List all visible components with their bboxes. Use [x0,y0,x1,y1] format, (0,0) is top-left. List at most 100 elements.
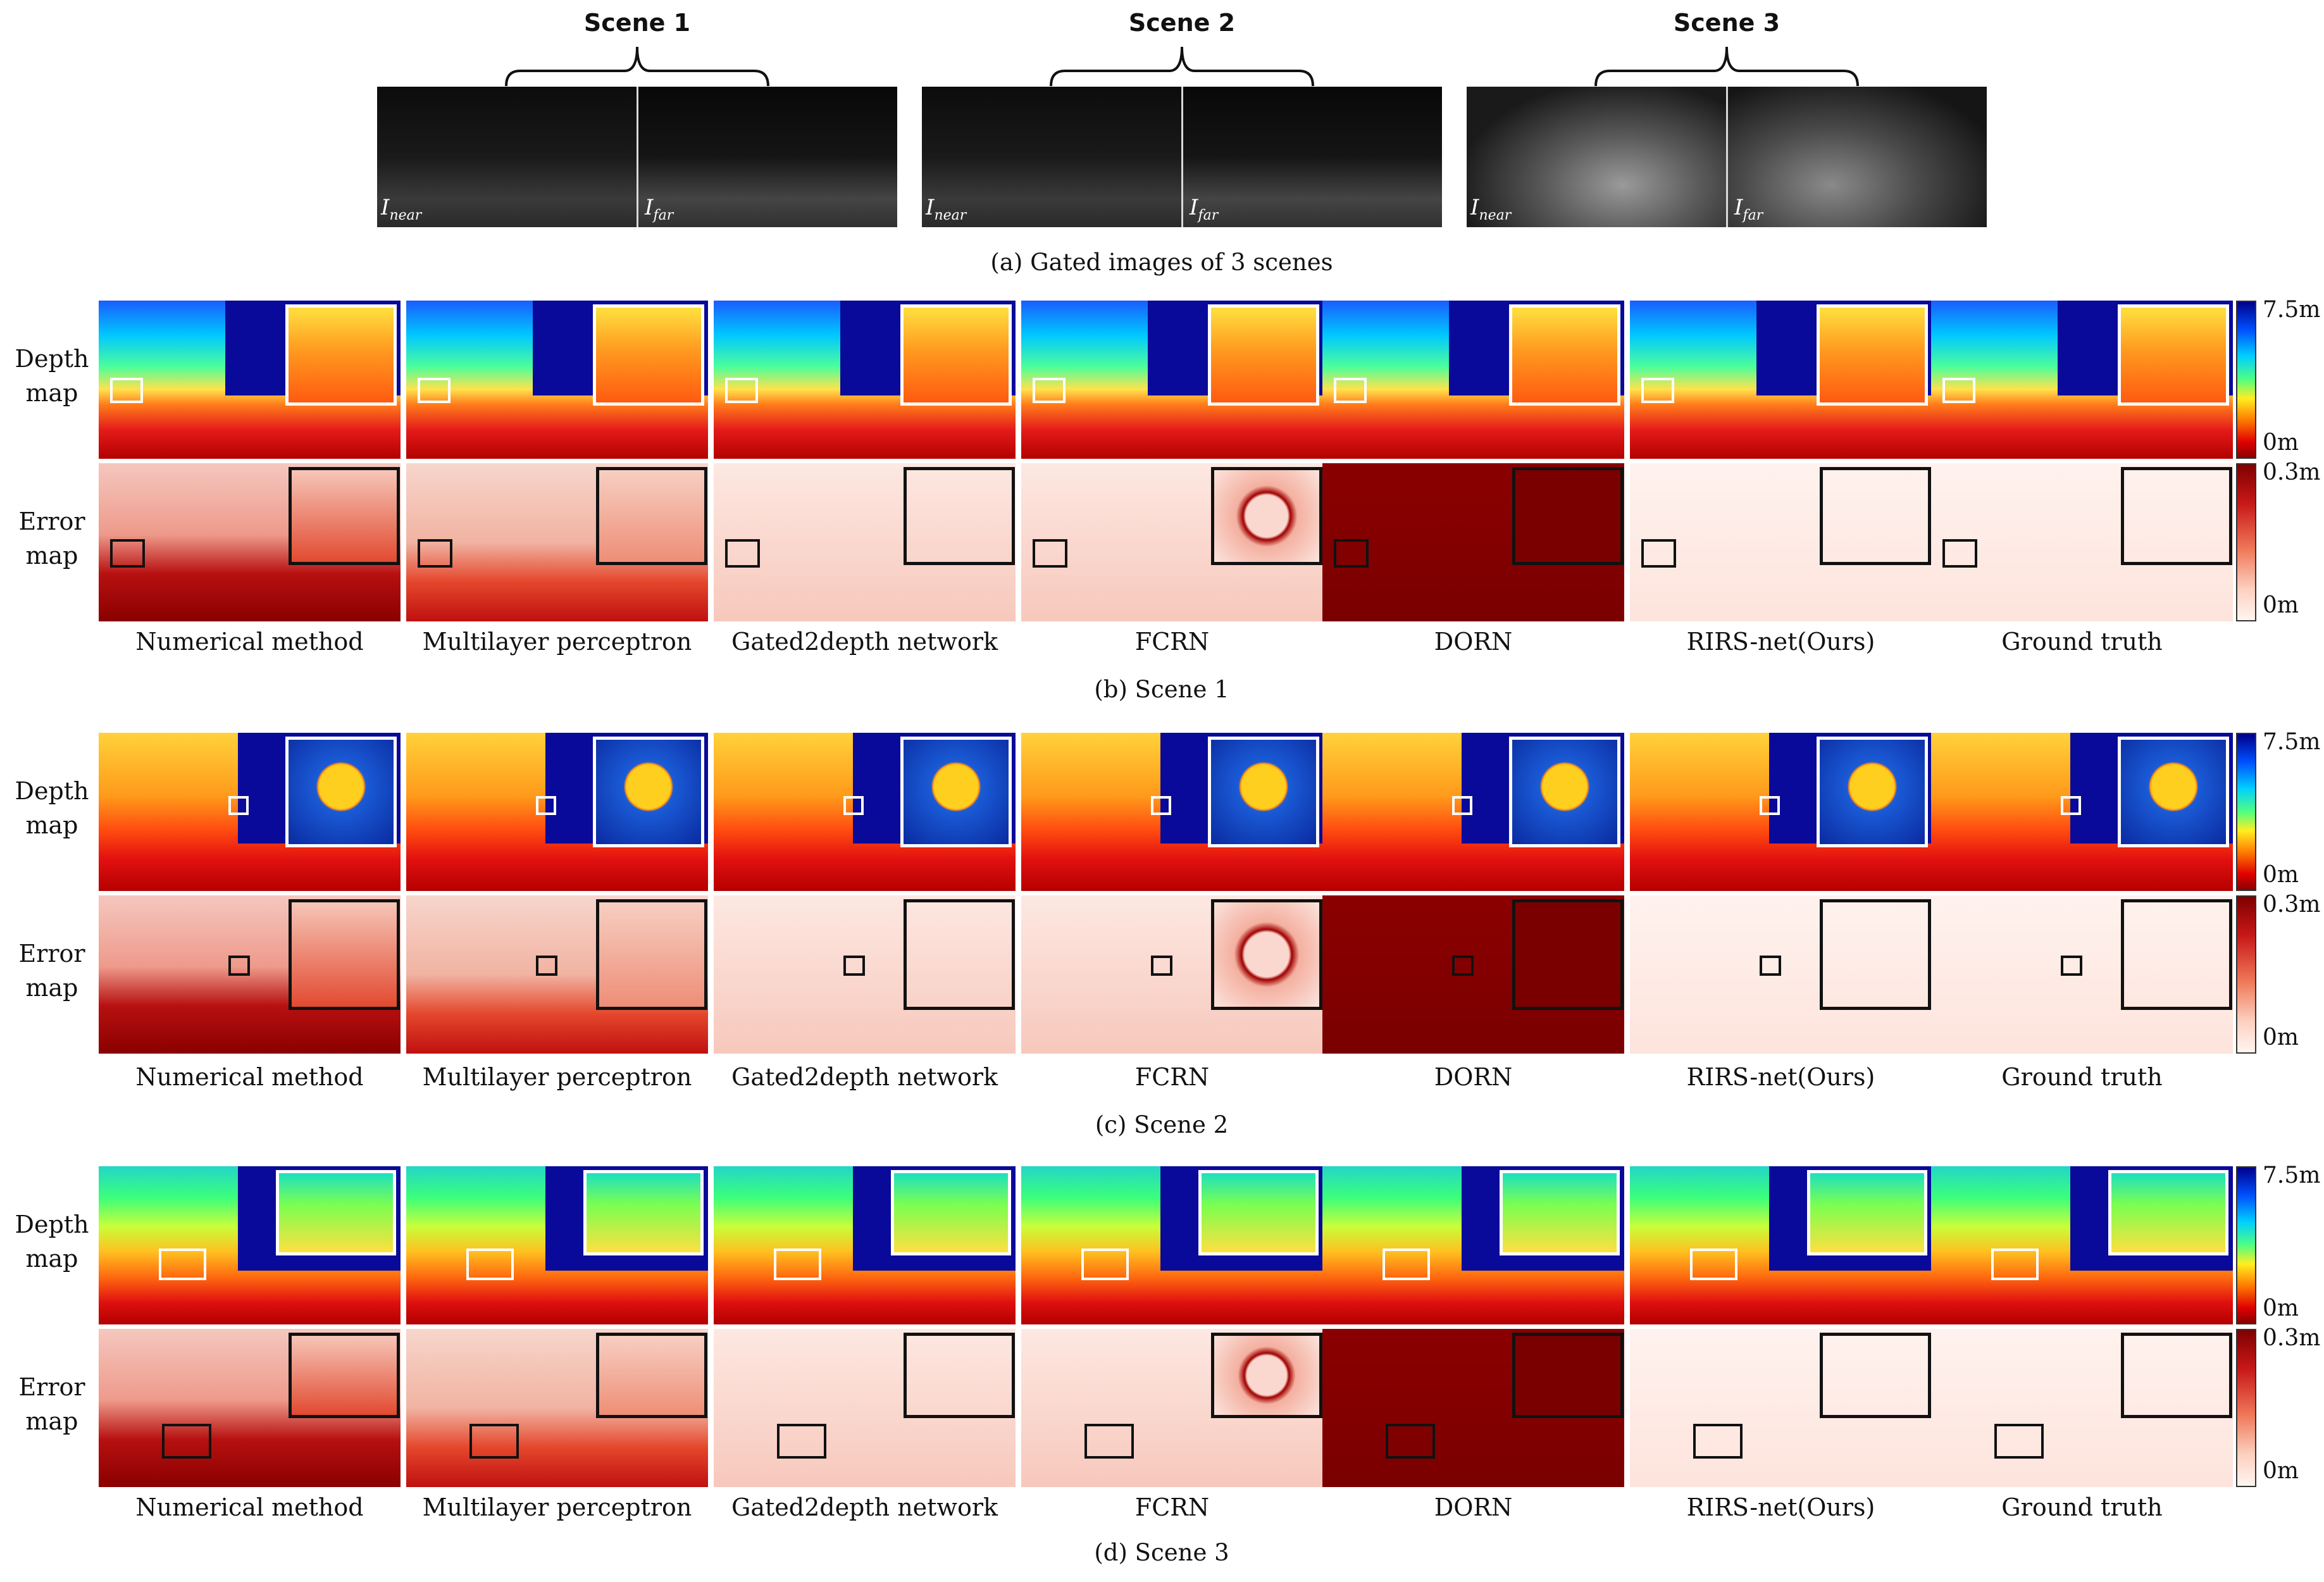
depth-map-panel [1931,733,2233,891]
zoom-inset [1817,304,1928,406]
method-name: Gated2depth network [731,1493,998,1521]
error-zoom-region-marker [418,539,452,568]
zoom-region-marker [725,378,758,403]
method-name: Numerical method [135,1493,364,1521]
depth-map-panel [1021,1166,1323,1324]
depth-map-panel [406,1166,708,1324]
error-zoom-inset [1820,1333,1931,1418]
near-gated-image [1467,87,1727,227]
scene-title: Scene 2 [1128,9,1236,37]
error-zoom-inset [289,1333,400,1418]
zoom-region-marker [1151,796,1171,815]
zoom-region-marker [1033,378,1066,403]
zoom-inset [1509,737,1620,847]
zoom-region-marker [1081,1249,1129,1280]
zoom-inset [1807,1170,1927,1255]
colorbar-depth-min-label: 0m [2263,1295,2299,1321]
error-map-panel [1931,895,2233,1054]
far-image-label: Ifar [645,195,673,223]
scene-brace [1594,46,1859,87]
error-zoom-inset [2121,1333,2232,1418]
colorbar-error-max-label: 0.3m [2263,1325,2321,1351]
gated-image-pair: Inear Ifar [922,87,1442,227]
error-colorbar [2236,895,2256,1054]
error-zoom-region-marker [228,956,250,976]
error-zoom-inset [289,467,400,565]
depth-map-panel [99,301,401,459]
zoom-region-marker [1334,378,1367,403]
zoom-region-marker [774,1249,821,1280]
error-zoom-region-marker [1452,956,1474,976]
scene-brace [505,46,769,87]
error-map-panel [1630,1329,1932,1487]
depth-map-panel [406,733,708,891]
far-symbol: I [645,195,654,221]
error-zoom-region-marker [777,1424,826,1459]
method-name: Multilayer perceptron [422,1493,692,1521]
zoom-region-marker [1760,796,1780,815]
method-name: FCRN [1134,628,1210,656]
zoom-region-marker [1383,1249,1430,1280]
depth-colorbar [2236,1166,2256,1324]
zoom-inset [2108,1170,2228,1255]
method-name: Ground truth [2001,1063,2163,1091]
error-zoom-region-marker [1084,1424,1134,1459]
zoom-inset [276,1170,396,1255]
method-name: FCRN [1134,1063,1210,1091]
depth-map-panel [714,733,1016,891]
method-name: FCRN [1134,1493,1210,1521]
error-map-panel [1931,1329,2233,1487]
error-zoom-inset [289,899,400,1010]
zoom-inset [900,304,1012,406]
depth-label-line-2: map [25,379,78,407]
colorbar-depth-max-label: 7.5m [2263,297,2321,323]
zoom-region-marker [1942,378,1975,403]
far-gated-image [637,87,897,227]
near-gated-image [922,87,1182,227]
zoom-region-marker [536,796,556,815]
depth-label-line-2: map [25,811,78,839]
error-map-panel [99,463,401,621]
depth-label-line-1: Depth [15,777,89,805]
zoom-inset [1817,737,1928,847]
figure-subcaption: (c) Scene 2 [1095,1111,1229,1138]
error-map-panel [1021,895,1323,1054]
method-name: RIRS-net(Ours) [1686,1063,1875,1091]
depth-map-panel [714,301,1016,459]
method-name: DORN [1434,628,1513,656]
zoom-inset [2118,304,2229,406]
error-map-panel [1630,463,1932,621]
zoom-inset [593,304,704,406]
error-zoom-inset [1512,1333,1624,1418]
error-zoom-inset [1512,467,1624,565]
image-divider [637,87,638,227]
error-map-panel [99,1329,401,1487]
depth-map-panel [1021,733,1323,891]
depth-map-panel [1021,301,1323,459]
method-name: Gated2depth network [731,1063,998,1091]
method-name: Ground truth [2001,1493,2163,1521]
far-image-label: Ifar [1734,195,1763,223]
error-zoom-inset [1820,899,1931,1010]
far-subscript: far [653,208,674,223]
depth-map-panel [1630,733,1932,891]
zoom-inset [1208,737,1319,847]
zoom-inset [593,737,704,847]
error-zoom-inset [1820,467,1931,565]
method-name: Gated2depth network [731,628,998,656]
depth-map-panel [1322,301,1624,459]
error-label-line-1: Error [18,940,85,968]
scene-title: Scene 1 [583,9,691,37]
depth-map-panel [1931,301,2233,459]
near-symbol: I [381,195,390,221]
error-map-panel [714,895,1016,1054]
error-map-panel [1021,1329,1323,1487]
method-name: Multilayer perceptron [422,1063,692,1091]
error-zoom-region-marker [1942,539,1977,568]
colorbar-error-max-label: 0.3m [2263,892,2321,918]
method-name: DORN [1434,1063,1513,1091]
error-map-panel [406,1329,708,1487]
zoom-region-marker [110,378,143,403]
error-zoom-region-marker [1641,539,1676,568]
error-zoom-inset [596,467,707,565]
